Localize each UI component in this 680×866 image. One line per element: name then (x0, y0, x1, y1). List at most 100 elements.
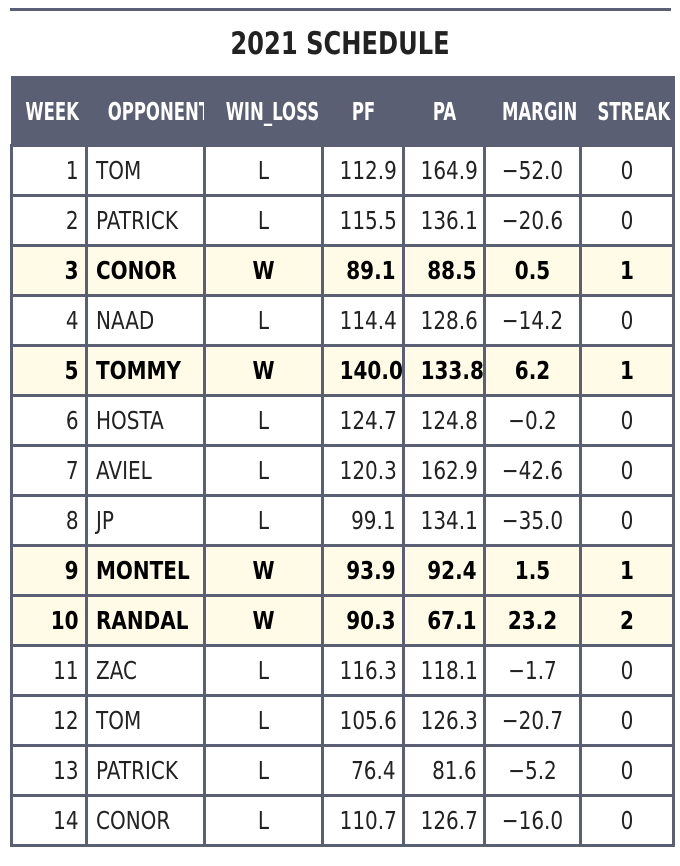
week-cell: 13 (10, 744, 88, 797)
win-loss-cell-text: L (257, 306, 270, 335)
week-cell: 12 (10, 694, 88, 747)
pa-cell: 133.8 (402, 344, 486, 397)
opponent-cell: HOSTA (85, 394, 206, 447)
streak-cell: 1 (579, 244, 675, 297)
pf-cell-text: 115.5 (339, 206, 397, 235)
table-row: 14 CONOR L 110.7 126.7 −16.0 0 (10, 794, 675, 847)
week-cell: 8 (10, 494, 88, 547)
pa-cell-text: 67.1 (427, 606, 477, 635)
margin-cell: −20.6 (483, 194, 582, 247)
table-row: 11 ZAC L 116.3 118.1 −1.7 0 (10, 644, 675, 697)
margin-cell-text: −52.0 (501, 156, 564, 185)
week-cell: 4 (10, 294, 88, 347)
streak-cell: 0 (579, 294, 675, 347)
pf-cell: 124.7 (321, 394, 405, 447)
win-loss-cell: L (203, 694, 324, 747)
win-loss-cell-text: L (257, 456, 270, 485)
week-cell-text: 11 (53, 656, 79, 685)
table-row: 2 PATRICK L 115.5 136.1 −20.6 0 (10, 194, 675, 247)
margin-cell-text: −16.0 (501, 806, 564, 835)
margin-cell-text: 23.2 (507, 606, 558, 635)
margin-cell-text: −20.6 (501, 206, 564, 235)
pa-cell: 134.1 (402, 494, 486, 547)
win-loss-cell-text: L (257, 706, 270, 735)
win-loss-cell-text: L (257, 406, 270, 435)
week-cell: 3 (10, 244, 88, 297)
streak-cell-text: 0 (620, 706, 634, 735)
week-cell: 6 (10, 394, 88, 447)
week-cell-text: 5 (64, 356, 79, 385)
opponent-cell: ZAC (85, 644, 206, 697)
pa-cell-text: 81.6 (432, 756, 477, 785)
win-loss-cell: L (203, 794, 324, 847)
streak-cell: 0 (579, 444, 675, 497)
pa-cell: 67.1 (402, 594, 486, 647)
opponent-cell-text: RANDAL (96, 606, 189, 635)
pf-cell-text: 140.0 (339, 356, 403, 385)
streak-cell-text: 0 (620, 656, 634, 685)
pa-cell-text: 162.9 (420, 456, 478, 485)
streak-cell: 2 (579, 594, 675, 647)
pf-cell: 112.9 (321, 144, 405, 197)
margin-cell: −35.0 (483, 494, 582, 547)
pf-cell: 116.3 (321, 644, 405, 697)
margin-cell-text: −20.7 (501, 706, 564, 735)
pa-cell-text: 134.1 (420, 506, 478, 535)
win-loss-cell: L (203, 194, 324, 247)
pf-cell-text: 114.4 (339, 306, 397, 335)
opponent-cell-text: HOSTA (96, 406, 164, 435)
margin-cell-text: 1.5 (514, 556, 551, 585)
win-loss-cell-text: L (257, 806, 270, 835)
pf-cell: 120.3 (321, 444, 405, 497)
streak-cell: 0 (579, 194, 675, 247)
table-row: 13 PATRICK L 76.4 81.6 −5.2 0 (10, 744, 675, 797)
opponent-cell-text: JP (96, 506, 114, 535)
pf-cell-text: 76.4 (351, 756, 396, 785)
margin-cell: −14.2 (483, 294, 582, 347)
pf-cell: 110.7 (321, 794, 405, 847)
week-cell: 7 (10, 444, 88, 497)
opponent-cell-text: CONOR (96, 806, 171, 835)
table-row: 3 CONOR W 89.1 88.5 0.5 1 (10, 244, 675, 297)
pf-cell: 89.1 (321, 244, 405, 297)
margin-cell-text: −1.7 (508, 656, 557, 685)
schedule-table: WEEK OPPONENT WIN_LOSS PF PA MARGIN STRE… (10, 76, 675, 847)
pa-cell-text: 126.3 (420, 706, 478, 735)
margin-cell: 23.2 (483, 594, 582, 647)
streak-cell-text: 0 (620, 506, 634, 535)
margin-cell: −1.7 (483, 644, 582, 697)
pa-cell-text: 133.8 (420, 356, 484, 385)
streak-cell-text: 1 (620, 556, 634, 585)
win-loss-cell: L (203, 644, 324, 697)
win-loss-cell: L (203, 744, 324, 797)
streak-cell: 0 (579, 744, 675, 797)
week-cell-text: 13 (53, 756, 79, 785)
pf-cell-text: 124.7 (339, 406, 397, 435)
table-row: 9 MONTEL W 93.9 92.4 1.5 1 (10, 544, 675, 597)
week-cell: 14 (10, 794, 88, 847)
pa-cell: 124.8 (402, 394, 486, 447)
pa-cell: 136.1 (402, 194, 486, 247)
table-row: 12 TOM L 105.6 126.3 −20.7 0 (10, 694, 675, 747)
pa-cell-text: 124.8 (420, 406, 478, 435)
opponent-cell: RANDAL (85, 594, 206, 647)
week-cell-text: 9 (64, 556, 79, 585)
column-header-week: WEEK (10, 76, 88, 147)
table-row: 4 NAAD L 114.4 128.6 −14.2 0 (10, 294, 675, 347)
streak-cell: 0 (579, 794, 675, 847)
margin-cell-text: −35.0 (501, 506, 564, 535)
pa-cell-text: 164.9 (420, 156, 478, 185)
win-loss-cell-text: L (257, 756, 270, 785)
opponent-cell-text: PATRICK (96, 206, 179, 235)
win-loss-cell: L (203, 444, 324, 497)
pf-cell: 115.5 (321, 194, 405, 247)
table-body: 1 TOM L 112.9 164.9 −52.0 0 2 PATRICK L 115.5 136.1… (10, 144, 675, 847)
pf-cell-text: 93.9 (346, 556, 396, 585)
pa-cell-text: 126.7 (420, 806, 478, 835)
opponent-cell-text: PATRICK (96, 756, 179, 785)
margin-cell: 0.5 (483, 244, 582, 297)
opponent-cell-text: CONOR (96, 256, 177, 285)
margin-cell: −16.0 (483, 794, 582, 847)
win-loss-cell-text: L (257, 156, 270, 185)
table-row: 5 TOMMY W 140.0 133.8 6.2 1 (10, 344, 675, 397)
